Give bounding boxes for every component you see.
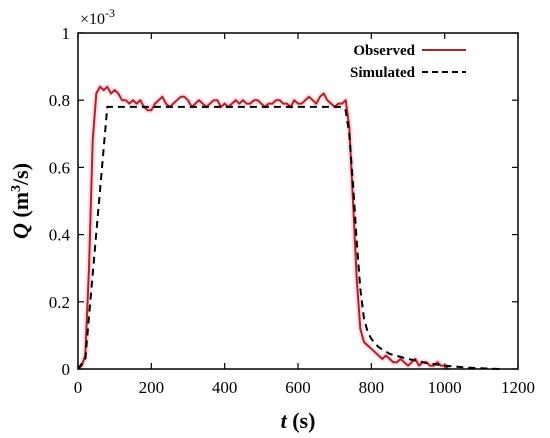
y-tick-label: 0.2: [49, 293, 70, 312]
y-tick-label: 1: [62, 24, 71, 43]
x-axis-symbol: t: [281, 408, 288, 433]
x-tick-label: 800: [359, 378, 385, 397]
x-tick-label: 400: [212, 378, 238, 397]
x-tick-label: 1000: [428, 378, 462, 397]
y-scale-label: ×10-3: [80, 6, 115, 28]
y-scale-base: ×10: [80, 11, 105, 28]
series-line-observed: [77, 85, 449, 370]
series-halo-observed: [75, 83, 451, 372]
tick-layer: 0 200 400 600 800 1000 1200 0 0.2 0.4 0.6 0.8 1: [49, 24, 535, 397]
y-axis-unit-exponent: 3: [9, 185, 24, 192]
legend: Observed Simulated: [350, 43, 466, 81]
y-axis-label: Q (m3/s): [8, 163, 33, 239]
x-tick-label: 200: [139, 378, 165, 397]
x-tick-label: 0: [74, 378, 83, 397]
y-tick-label: 0.6: [49, 158, 70, 177]
y-axis-symbol: Q: [8, 223, 33, 239]
series-layer: [75, 83, 500, 372]
x-axis-unit: (s): [292, 408, 315, 433]
x-tick-label: 600: [285, 378, 311, 397]
legend-label-simulated: Simulated: [350, 65, 416, 81]
x-tick-label: 1200: [501, 378, 535, 397]
series-line-simulated: [77, 105, 500, 370]
y-tick-label: 0.4: [49, 226, 71, 245]
y-tick-label: 0: [62, 360, 71, 379]
y-tick-label: 0.8: [49, 91, 70, 110]
legend-label-observed: Observed: [353, 43, 415, 59]
plot-frame: [77, 32, 519, 370]
y-scale-exponent: -3: [105, 6, 115, 20]
y-axis-unit: (m: [8, 192, 33, 218]
x-axis-label: t (s): [281, 408, 316, 433]
y-axis-unit-tail: /s): [8, 163, 33, 186]
